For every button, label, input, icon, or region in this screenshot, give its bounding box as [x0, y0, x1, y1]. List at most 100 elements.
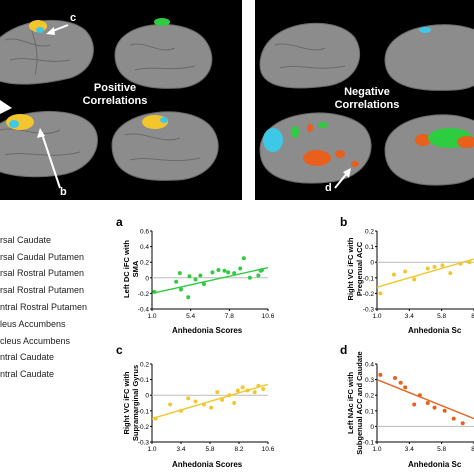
x-tick-label: 7.8	[225, 313, 234, 320]
y-tick-label: -0.3	[363, 307, 375, 314]
y-tick-label: 0.4	[140, 244, 149, 251]
data-point	[256, 383, 261, 388]
panel-b-xlabel: Anhedonia Sc	[408, 326, 462, 335]
y-tick-label: 0.2	[365, 229, 374, 236]
brain-lateral-right	[111, 111, 219, 181]
x-tick-label: 3.4	[405, 446, 414, 453]
x-tick-label: 3.4	[405, 313, 414, 320]
regression-line	[151, 266, 269, 295]
data-point	[152, 289, 157, 294]
data-point	[403, 269, 408, 274]
legend-item: rsal Caudate	[0, 235, 52, 245]
y-tick-label: -0.4	[138, 307, 150, 314]
y-tick-label: 0.3	[365, 377, 374, 384]
scatter-chart-d: 0.4 0.3 0.2 0.1 0 -0.11.0 3.4 5.8 8.	[363, 362, 474, 453]
positive-label-line2: Correlations	[82, 95, 148, 107]
y-tick-label: 0.1	[365, 244, 374, 251]
panel-c-xlabel: Anhedonia Scores	[172, 460, 243, 469]
data-point	[448, 271, 453, 276]
data-point	[216, 268, 221, 272]
data-point	[458, 261, 463, 266]
y-tick-label: -0.1	[363, 275, 375, 282]
data-point	[153, 416, 158, 421]
data-point	[467, 260, 472, 265]
x-tick-label: 1.0	[372, 446, 381, 453]
negative-label-line2: Correlations	[334, 99, 400, 111]
data-point	[201, 402, 206, 407]
callout-c: c	[70, 12, 77, 24]
regression-line	[376, 378, 474, 420]
y-tick-label: -0.2	[138, 291, 150, 298]
y-tick-label: 0	[145, 275, 149, 282]
x-tick-label: 10.6	[262, 313, 275, 320]
data-point	[252, 390, 257, 395]
x-tick-label: 5.8	[437, 313, 446, 320]
x-tick-label: 5.4	[186, 313, 195, 320]
scatter-chart-b: 0.2 0.1 0 -0.1 -0.2 -0.31.0 3.4 5.8 8.	[363, 229, 474, 320]
y-tick-label: -0.3	[138, 440, 150, 447]
x-tick-label: 5.8	[205, 446, 214, 453]
data-point	[186, 295, 191, 300]
brain-medial-left	[259, 112, 372, 184]
data-point	[201, 282, 206, 287]
legend-item: cleus Accumbens	[0, 336, 71, 346]
data-point	[187, 274, 192, 279]
negative-label-line1: Negative	[344, 86, 390, 98]
data-point	[177, 271, 182, 276]
data-point	[209, 405, 214, 410]
negative-brain-panel: Negative Correlations d	[255, 0, 474, 200]
callout-d: d	[325, 182, 332, 194]
brain-lateral-right	[384, 114, 474, 186]
y-tick-label: -0.1	[138, 408, 150, 415]
data-point	[227, 393, 232, 398]
panel-d-ylabel-line1: Left NAc iFC with	[346, 371, 355, 435]
regression-line	[151, 383, 269, 420]
data-point	[238, 266, 243, 271]
data-point	[193, 399, 198, 404]
positive-brain-renderings	[0, 18, 219, 189]
y-tick-label: 0.6	[140, 229, 149, 236]
data-point	[393, 376, 398, 381]
y-tick-label: 0.1	[140, 377, 149, 384]
y-tick-label: -0.2	[363, 291, 375, 298]
data-point	[425, 266, 430, 271]
y-tick-label: -0.2	[138, 424, 150, 431]
y-tick-label: 0.4	[365, 362, 374, 369]
legend-item: ntral Caudate	[0, 352, 55, 362]
x-tick-label: 1.0	[147, 446, 156, 453]
data-point	[261, 386, 266, 391]
data-point	[210, 270, 215, 275]
legend-item: rsal Rostral Putamen	[0, 285, 85, 295]
brain-medial-right	[384, 24, 474, 91]
x-tick-label: 1.0	[372, 313, 381, 320]
legend-item: ntral Rostral Putamen	[0, 302, 88, 312]
data-point	[193, 277, 198, 282]
y-tick-label: 0	[370, 260, 374, 267]
data-point	[245, 388, 250, 393]
x-tick-label: 8.	[471, 446, 474, 453]
x-tick-label: 8.	[471, 313, 474, 320]
data-point	[247, 275, 252, 280]
data-point	[440, 263, 445, 268]
data-point	[222, 268, 227, 273]
legend-item: rsal Caudal Putamen	[0, 252, 85, 262]
y-tick-label: 0	[370, 424, 374, 431]
data-point	[451, 416, 456, 421]
data-point	[442, 408, 447, 413]
data-point	[174, 279, 179, 284]
y-tick-label: 0.2	[365, 393, 374, 400]
y-tick-label: 0.2	[140, 260, 149, 267]
data-point	[179, 408, 183, 413]
data-point	[412, 402, 417, 407]
data-point	[403, 385, 408, 390]
panel-letter-b: b	[340, 215, 348, 229]
callout-b: b	[60, 186, 67, 198]
brain-lateral-left	[259, 22, 361, 89]
negative-brain-renderings	[259, 22, 474, 189]
data-point	[240, 385, 245, 390]
data-point	[432, 405, 437, 410]
x-tick-label: 10.6	[262, 446, 275, 453]
data-point	[220, 397, 225, 402]
positive-brain-panel: Positive Correlations c b	[0, 0, 242, 200]
data-point	[425, 401, 430, 405]
